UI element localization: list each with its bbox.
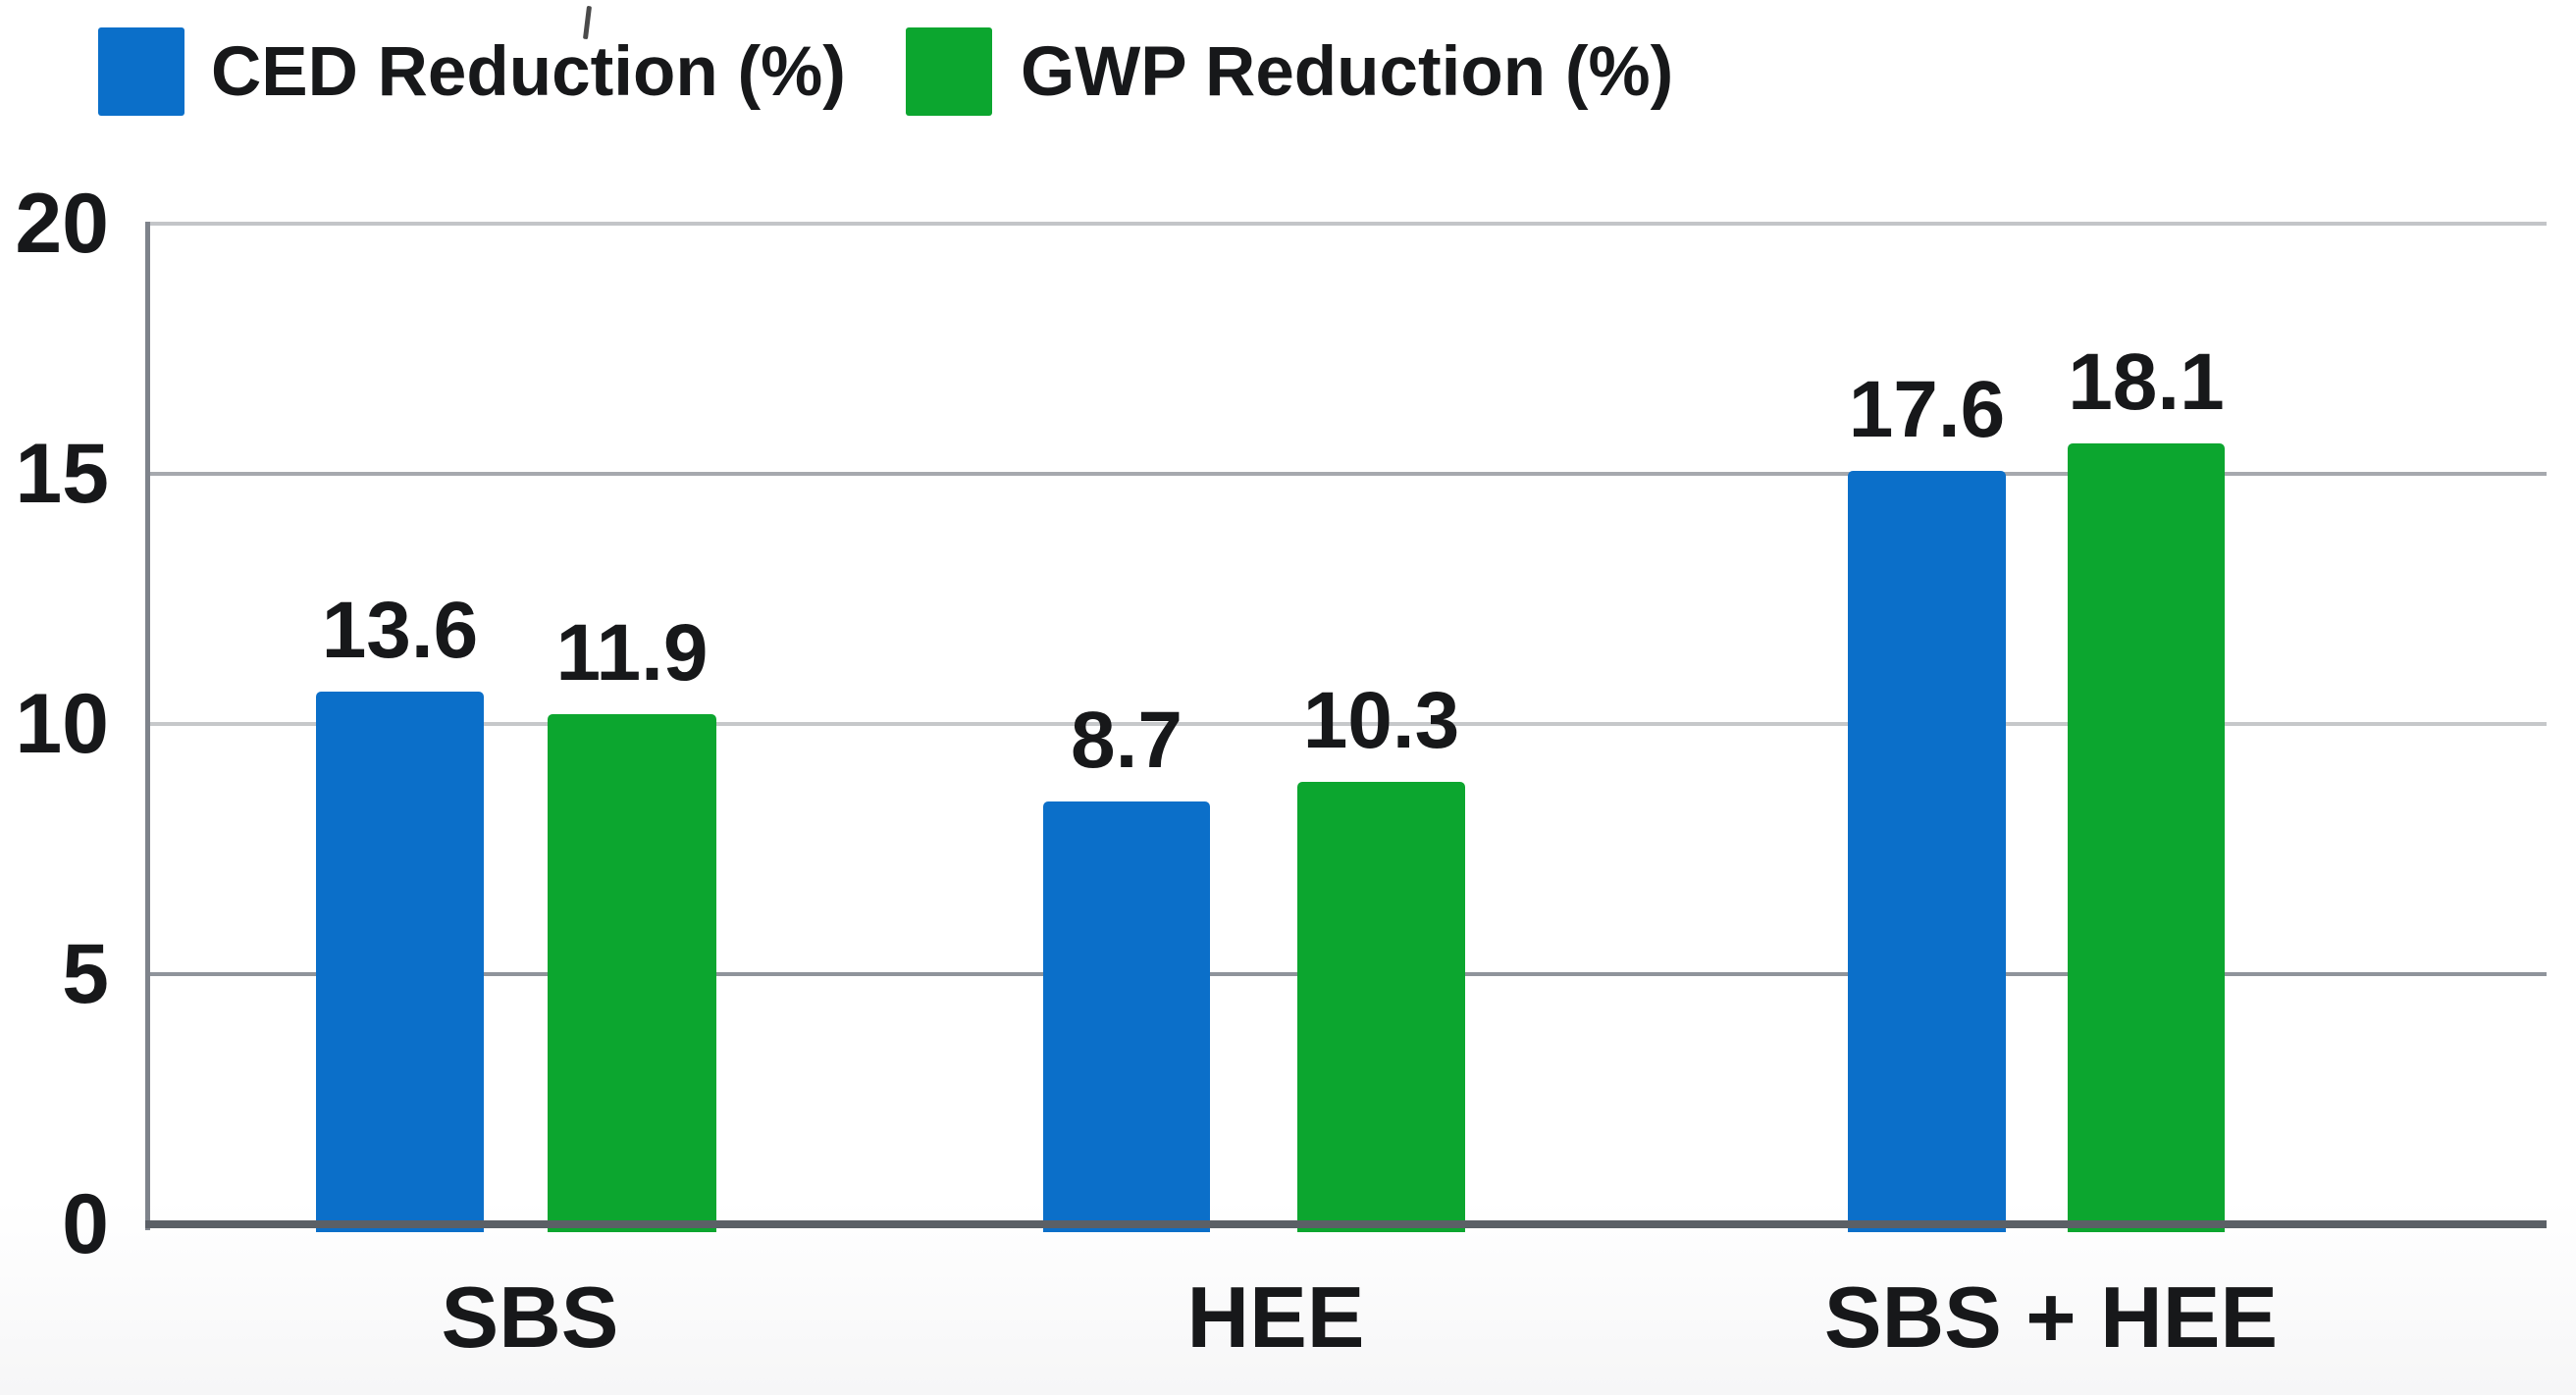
y-tick-label-5: 5 (62, 927, 109, 1021)
gridline-20 (147, 222, 2547, 226)
gridline-15 (147, 472, 2547, 476)
bar-value-label-gwp-sbs-hee: 18.1 (2068, 337, 2225, 428)
legend-swatch-gwp (906, 27, 992, 116)
x-axis-line (145, 1220, 2547, 1228)
bar-gwp-sbs (548, 713, 716, 1232)
bar-gwp-sbs-hee (2068, 443, 2225, 1232)
bar-ced-sbs (316, 691, 484, 1232)
bar-value-label-ced-sbs: 13.6 (321, 585, 479, 675)
y-tick-label-15: 15 (15, 427, 109, 521)
gridline-10 (147, 722, 2547, 726)
bar-value-label-gwp-hee: 10.3 (1302, 675, 1460, 765)
y-tick-label-10: 10 (15, 677, 109, 771)
bar-value-label-ced-hee: 8.7 (1071, 696, 1183, 786)
bar-gwp-hee (1297, 781, 1465, 1232)
x-axis-label-sbs-hee: SBS + HEE (1823, 1268, 2279, 1366)
bar-ced-sbs-hee (1848, 471, 2006, 1232)
x-axis-label-sbs: SBS (441, 1268, 619, 1366)
bar-value-label-ced-sbs-hee: 17.6 (1848, 365, 2006, 455)
x-axis-label-hee: HEE (1186, 1268, 1365, 1366)
y-tick-label-0: 0 (62, 1177, 109, 1271)
legend-label-ced: CED Reduction (%) (211, 33, 846, 111)
bar-ced-hee (1043, 801, 1210, 1232)
legend-swatch-ced (98, 27, 184, 116)
legend-label-gwp: GWP Reduction (%) (1021, 33, 1674, 111)
bar-value-label-gwp-sbs: 11.9 (555, 607, 709, 698)
y-axis-line (145, 222, 150, 1230)
y-tick-label-20: 20 (15, 177, 109, 271)
